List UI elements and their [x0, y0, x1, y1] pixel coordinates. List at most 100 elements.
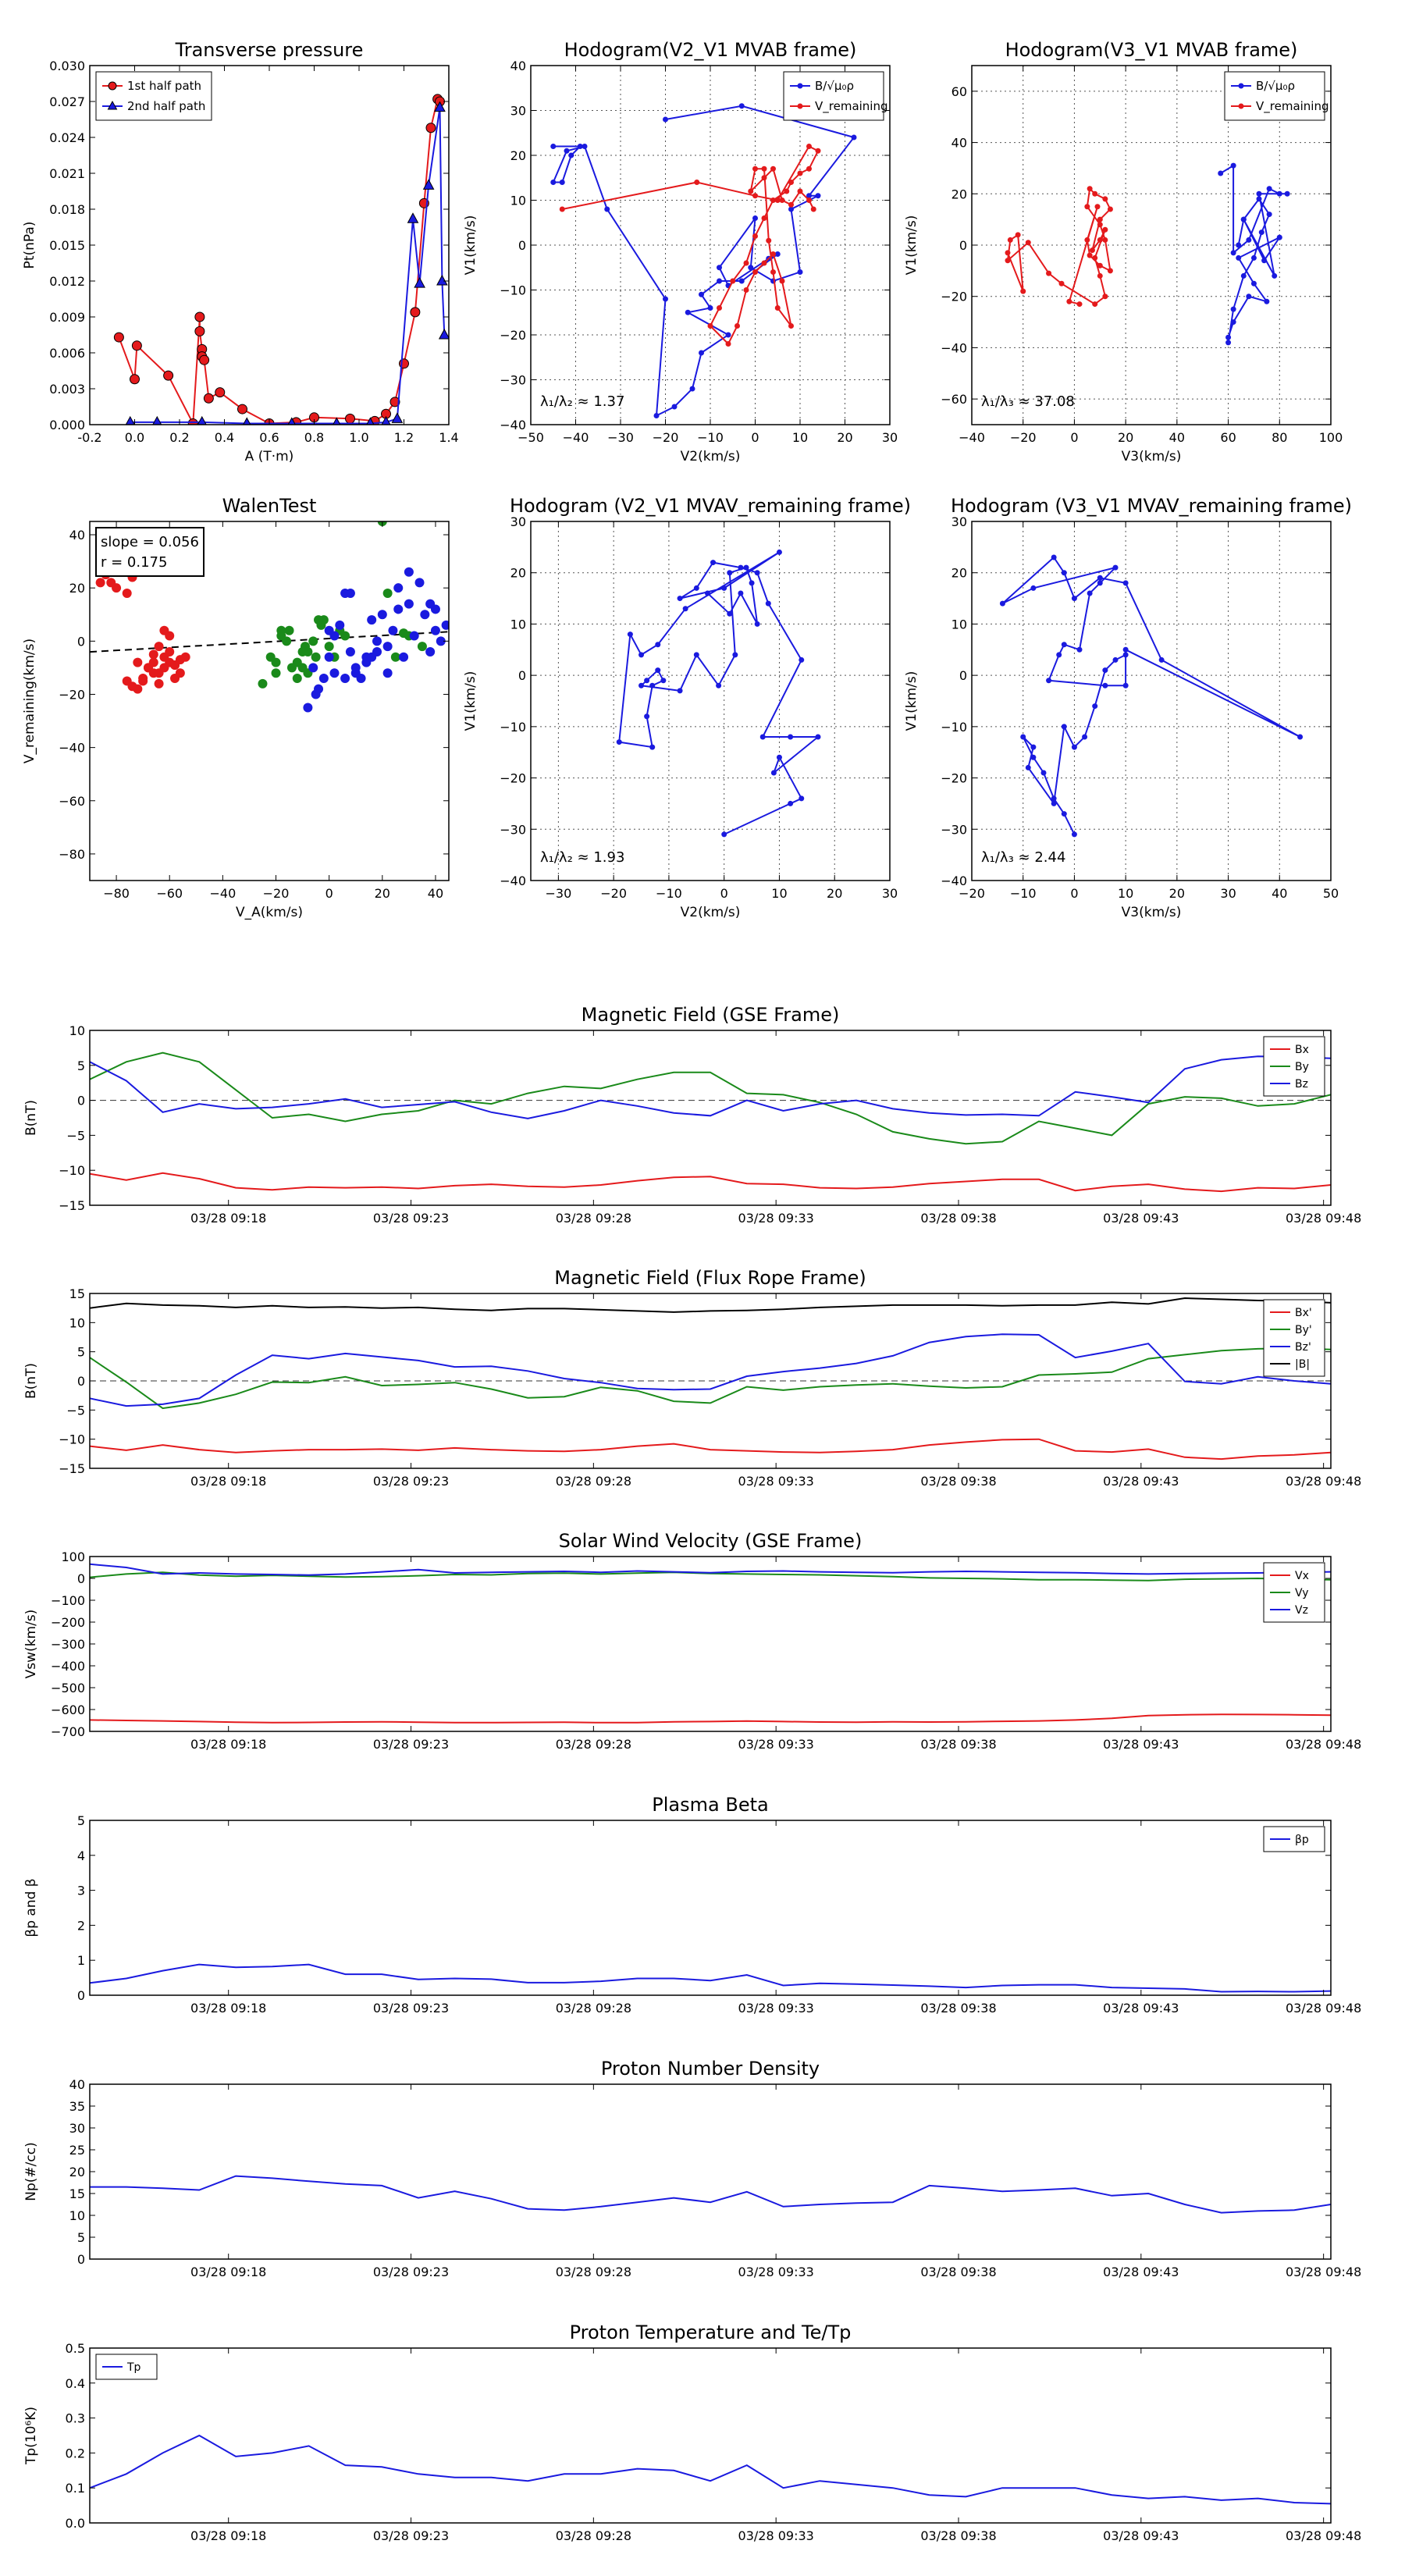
- legend-label: r = 0.175: [101, 554, 167, 571]
- y-tick-label: −30: [500, 373, 526, 388]
- data-point: [333, 417, 341, 425]
- chart-h21r: −30 −20 −10 0 10 20 30−40−30−20−100102030Hodog…: [463, 495, 911, 920]
- data-point: [1158, 656, 1165, 663]
- x-tick-label: 100: [1319, 430, 1343, 445]
- data-point: [663, 116, 668, 123]
- data-point: [1236, 254, 1242, 261]
- data-point: [1097, 237, 1103, 243]
- data-point: [776, 754, 782, 760]
- x-tick-label: 03/28 09:28: [556, 1737, 631, 1752]
- data-point: [1046, 270, 1052, 276]
- data-point: [788, 734, 794, 740]
- data-point: [1089, 247, 1095, 254]
- plot-area: [1005, 162, 1290, 346]
- data-point: [1058, 280, 1065, 286]
- data-point: [644, 678, 650, 684]
- y-tick-label: 10: [951, 617, 967, 632]
- data-point: [131, 340, 142, 351]
- data-point: [314, 684, 324, 694]
- y-tick-label: 2: [77, 1918, 85, 1933]
- plot-area: [90, 1297, 1331, 1461]
- data-point: [284, 625, 294, 635]
- y-tick-label: 35: [69, 2099, 85, 2114]
- x-tick-label: 03/28 09:43: [1103, 2265, 1179, 2279]
- data-point: [1246, 237, 1252, 243]
- ticks: 03/28 09:18 03/28 09:23 03/28 09:28 03/28 0…: [51, 1550, 1361, 1752]
- data-point: [730, 278, 736, 284]
- y-tick-label: −600: [51, 1703, 85, 1717]
- series-line: [90, 1347, 1331, 1410]
- x-tick-label: 03/28 09:48: [1286, 2001, 1361, 2016]
- data-point: [1272, 272, 1278, 279]
- data-point: [292, 674, 302, 684]
- y-tick-label: 20: [510, 566, 526, 581]
- data-point: [197, 415, 207, 425]
- data-point: [616, 739, 622, 745]
- chart-title: Magnetic Field (GSE Frame): [582, 1004, 840, 1026]
- data-point: [1230, 250, 1236, 256]
- y-tick-label: −60: [941, 392, 967, 407]
- y-tick-label: 5: [77, 1813, 85, 1828]
- y-tick-label: 0.009: [49, 310, 85, 325]
- legend-marker: [1238, 103, 1244, 109]
- series-s0: [90, 2175, 1331, 2214]
- legend-box: [95, 71, 212, 121]
- data-point: [1025, 240, 1031, 246]
- y-tick-label: 0.5: [66, 2341, 85, 2356]
- chart-pb: 03/28 09:18 03/28 09:23 03/28 09:28 03/28 0…: [23, 1794, 1361, 2016]
- data-point: [1297, 734, 1304, 740]
- legend-marker: [108, 81, 117, 91]
- x-tick-label: 03/28 09:18: [190, 2001, 266, 2016]
- x-tick-label: −50: [518, 430, 544, 445]
- x-tick-label: −60: [156, 886, 183, 901]
- data-point: [243, 417, 251, 425]
- y-tick-label: 1: [77, 1953, 85, 1968]
- series-By': [90, 1347, 1331, 1410]
- x-tick-label: 03/28 09:18: [190, 1211, 266, 1226]
- data-point: [345, 589, 355, 598]
- chart-title: Proton Temperature and Te/Tp: [570, 2322, 852, 2343]
- y-tick-label: 0.027: [49, 94, 85, 109]
- ticks: 03/28 09:18 03/28 09:23 03/28 09:28 03/28 0…: [69, 2077, 1362, 2279]
- legend: B/√μ₀ρ V_remaining: [1224, 71, 1329, 121]
- data-point: [324, 642, 334, 652]
- x-tick-label: 03/28 09:43: [1103, 1211, 1179, 1226]
- series-|B|: [90, 1297, 1331, 1313]
- data-point: [1276, 234, 1282, 240]
- data-point: [761, 260, 767, 266]
- y-tick-label: 30: [510, 104, 526, 119]
- x-axis-label: V3(km/s): [1122, 449, 1182, 464]
- data-point: [276, 625, 286, 635]
- data-point: [1025, 764, 1031, 770]
- y-tick-label: 0.021: [49, 166, 85, 181]
- chart-mf: 03/28 09:18 03/28 09:23 03/28 09:28 03/28 0…: [23, 1004, 1361, 1226]
- data-point: [851, 134, 857, 141]
- data-point: [194, 311, 205, 322]
- y-tick-label: 5: [77, 2230, 85, 2245]
- data-point: [170, 660, 180, 670]
- data-point: [1256, 196, 1262, 202]
- y-tick-label: 0.012: [49, 274, 85, 289]
- data-point: [130, 374, 140, 385]
- x-tick-label: 1.4: [439, 430, 458, 445]
- data-point: [1102, 196, 1108, 202]
- y-tick-label: −20: [500, 328, 526, 343]
- data-point: [1094, 204, 1101, 210]
- legend-label: Bx: [1295, 1044, 1309, 1056]
- data-point: [738, 103, 745, 109]
- data-point: [638, 682, 645, 688]
- y-tick-label: −10: [941, 720, 967, 735]
- data-point: [1276, 190, 1282, 197]
- y-axis-label: Pt(nPa): [22, 222, 37, 269]
- y-tick-label: 15: [69, 2186, 85, 2201]
- y-axis-label: V_remaining(km/s): [22, 639, 37, 763]
- series-line: [90, 1713, 1331, 1724]
- x-tick-label: 60: [1220, 430, 1236, 445]
- y-tick-label: 0.006: [49, 346, 85, 361]
- data-point: [815, 734, 821, 740]
- data-point: [441, 620, 449, 630]
- data-point: [154, 678, 164, 688]
- y-axis-label: Tp(10⁶K): [23, 2407, 39, 2465]
- series-Bz': [90, 1333, 1331, 1407]
- y-tick-label: −10: [59, 1432, 85, 1447]
